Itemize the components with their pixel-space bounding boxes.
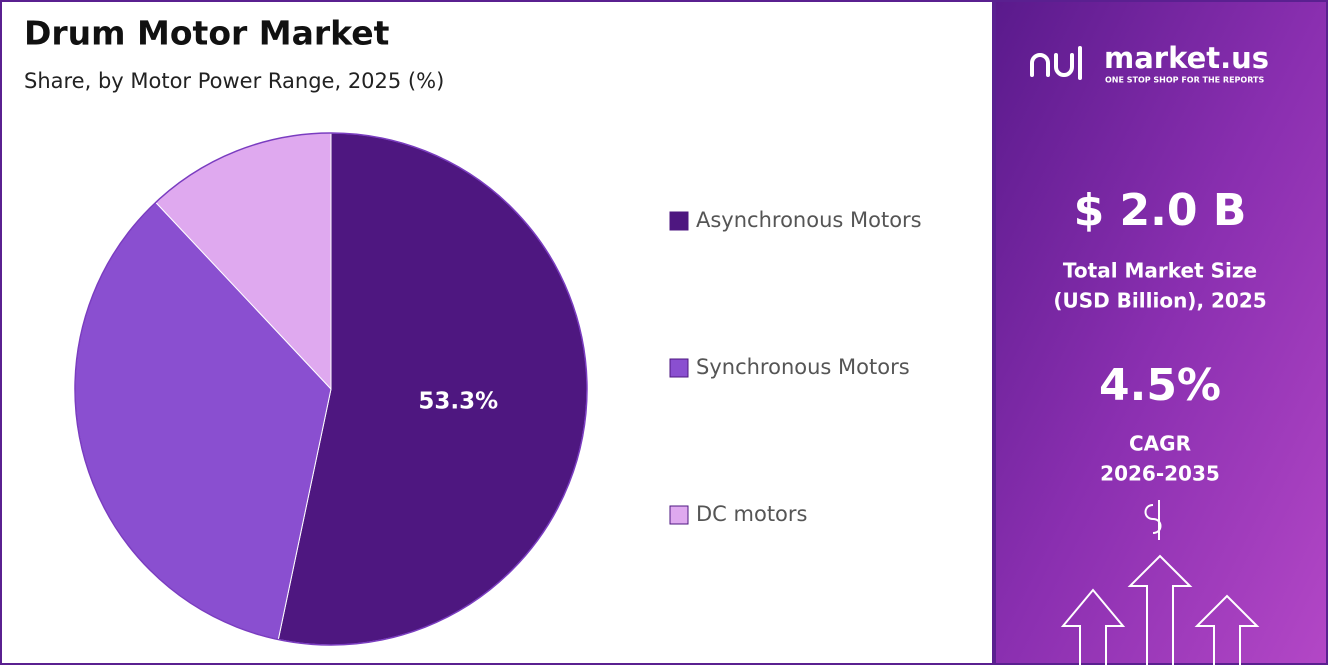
legend-label: Synchronous Motors [696,355,910,379]
market-size-value: $ 2.0 B [1074,185,1247,236]
brand-name: market.us [1104,41,1269,75]
chart-subtitle: Share, by Motor Power Range, 2025 (%) [24,69,444,93]
chart-title: Drum Motor Market [24,14,390,53]
legend: Asynchronous Motors Synchronous Motors DC … [669,208,922,526]
side-panel [994,0,1328,665]
pie-outline [74,132,588,646]
data-label: 53.3% [418,389,498,415]
growth-arrows [1060,500,1260,666]
legend-label: Asynchronous Motors [696,208,922,232]
legend-swatch [669,358,689,378]
brand-tagline: ONE STOP SHOP FOR THE REPORTS [1105,76,1264,85]
market-size-label: (USD Billion), 2025 [1053,289,1266,313]
cagr-label: CAGR [1129,432,1191,456]
legend-swatch [669,505,689,525]
cagr-value: 4.5% [1099,360,1221,411]
cagr-label: 2026-2035 [1100,462,1220,486]
brand-logo [1030,46,1082,80]
legend-label: DC motors [696,502,807,526]
pie: 53.3% [74,132,588,646]
market-size-label: Total Market Size [1063,259,1257,283]
legend-swatch [669,211,689,231]
